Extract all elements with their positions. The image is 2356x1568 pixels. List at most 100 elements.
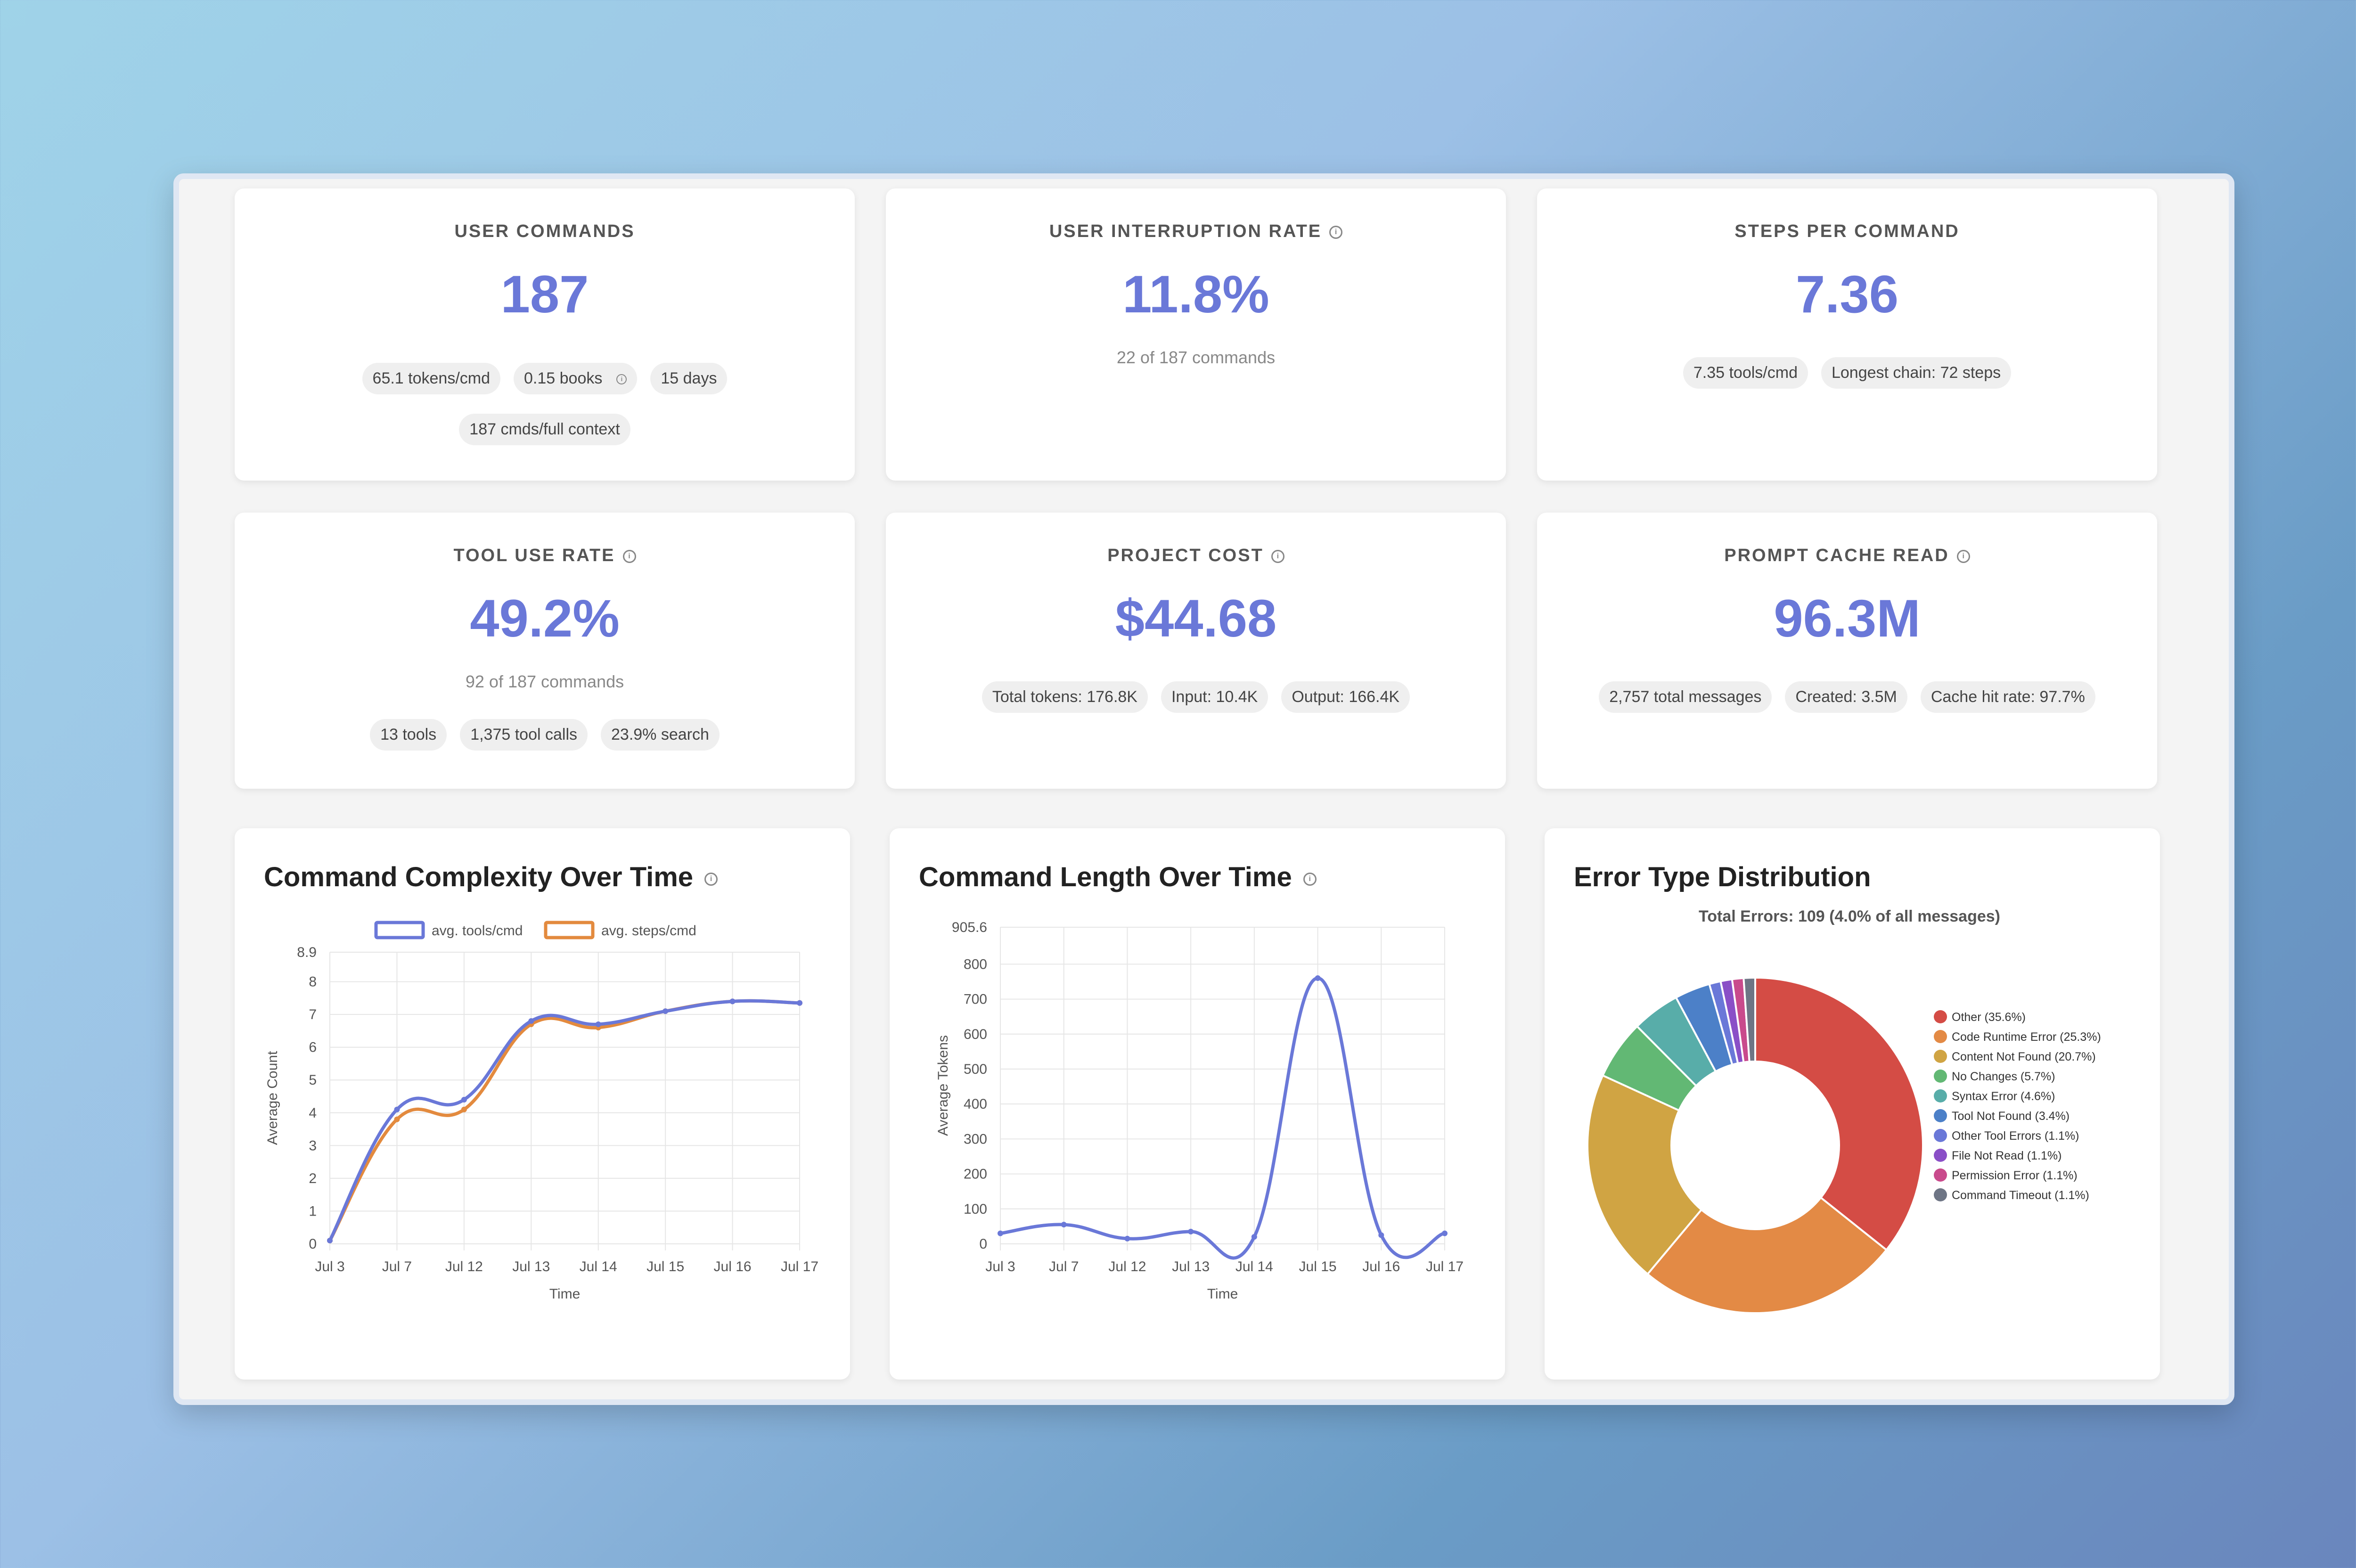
y-tick-label: 200 xyxy=(964,1167,987,1182)
data-point xyxy=(998,1230,1003,1236)
series-line xyxy=(1000,976,1445,1260)
data-point xyxy=(797,1000,802,1006)
error-donut-chart: Total Errors: 109 (4.0% of all messages)… xyxy=(1587,907,2101,1314)
data-point xyxy=(327,1238,333,1244)
stat-chip: 2,757 total messages xyxy=(1599,681,1772,713)
y-tick-label: 500 xyxy=(964,1062,987,1077)
x-tick-label: Jul 17 xyxy=(1426,1259,1464,1274)
y-axis-label: Average Count xyxy=(265,1051,280,1145)
x-tick-label: Jul 12 xyxy=(445,1259,483,1274)
x-tick-label: Jul 16 xyxy=(714,1259,752,1274)
stat-subtext: 92 of 187 commands xyxy=(465,672,624,691)
stat-title-label: TOOL USE RATE xyxy=(453,546,615,565)
x-tick-label: Jul 17 xyxy=(781,1259,818,1274)
stat-title: USER INTERRUPTION RATE i xyxy=(886,221,1506,242)
y-tick-label: 1 xyxy=(309,1203,317,1219)
info-icon[interactable]: i xyxy=(622,549,636,563)
legend-label: Other (35.6%) xyxy=(1952,1011,2026,1024)
legend-label: Content Not Found (20.7%) xyxy=(1952,1050,2096,1063)
y-tick-label: 5 xyxy=(309,1072,317,1088)
donut-slice xyxy=(1742,976,1756,1063)
legend-label: Tool Not Found (3.4%) xyxy=(1952,1110,2070,1123)
donut-slice xyxy=(1754,976,1924,1251)
chart-card-command-length: Command Length Over Time i 0 100 200 300 400 5… xyxy=(890,828,1505,1380)
info-icon[interactable]: i xyxy=(616,374,627,385)
chart-title: Command Complexity Over Time i xyxy=(264,861,718,893)
stat-chip: Cache hit rate: 97.7% xyxy=(1920,681,2095,713)
stat-card-steps-per-command: STEPS PER COMMAND 7.36 7.35 tools/cmd Lo… xyxy=(1537,188,2157,481)
y-tick-label: 8.9 xyxy=(297,945,317,960)
legend-marker xyxy=(1934,1030,1947,1043)
x-tick-label: Jul 13 xyxy=(512,1259,550,1274)
y-tick-label: 7 xyxy=(309,1007,317,1022)
stat-title: PROMPT CACHE READ i xyxy=(1537,546,2157,566)
stat-title: STEPS PER COMMAND xyxy=(1734,221,1960,241)
legend-marker xyxy=(1934,1089,1947,1102)
legend-marker xyxy=(1934,1050,1947,1063)
legend-label: Permission Error (1.1%) xyxy=(1952,1169,2078,1182)
legend-marker xyxy=(1934,1109,1947,1122)
legend-marker xyxy=(1934,1010,1947,1023)
legend-swatch xyxy=(374,921,425,939)
data-point xyxy=(1061,1222,1067,1228)
info-icon[interactable]: i xyxy=(1271,549,1284,563)
y-tick-label: 800 xyxy=(964,956,987,972)
stat-card-tool-use-rate: TOOL USE RATE i 49.2% 92 of 187 commands … xyxy=(235,513,855,789)
stat-title-label: USER INTERRUPTION RATE xyxy=(1049,221,1322,241)
x-tick-label: Jul 14 xyxy=(1235,1259,1273,1274)
data-point xyxy=(729,998,736,1004)
series-line xyxy=(328,999,800,1241)
chip-row: 7.35 tools/cmd Longest chain: 72 steps xyxy=(1537,357,2157,389)
stat-title-label: PROJECT COST xyxy=(1107,546,1264,565)
info-icon[interactable]: i xyxy=(1303,872,1317,886)
stat-chip: 7.35 tools/cmd xyxy=(1683,357,1808,389)
stat-chip: 23.9% search xyxy=(601,719,720,751)
stat-value: 96.3M xyxy=(1774,589,1921,648)
donut-slice xyxy=(1646,1196,1888,1314)
data-point xyxy=(663,1008,669,1014)
chart-title-label: Command Complexity Over Time xyxy=(264,862,694,892)
info-icon[interactable]: i xyxy=(1329,225,1343,239)
info-icon[interactable]: i xyxy=(704,872,718,886)
y-tick-label: 4 xyxy=(309,1105,317,1121)
stat-card-user-commands: USER COMMANDS 187 65.1 tokens/cmd 0.15 b… xyxy=(235,188,855,481)
data-point xyxy=(394,1106,400,1112)
info-icon[interactable]: i xyxy=(1956,549,1970,563)
stat-value: $44.68 xyxy=(1115,589,1277,648)
y-tick-label: 2 xyxy=(309,1171,317,1186)
legend-marker xyxy=(1934,1149,1947,1162)
chart-title: Error Type Distribution xyxy=(1574,862,1871,892)
data-point xyxy=(1378,1232,1384,1238)
x-tick-label: Jul 12 xyxy=(1108,1259,1146,1274)
y-tick-label: 905.6 xyxy=(952,920,987,935)
chip-row: 187 cmds/full context xyxy=(235,414,855,445)
stat-card-prompt-cache-read: PROMPT CACHE READ i 96.3M 2,757 total mes… xyxy=(1537,513,2157,789)
chart-subtitle: Total Errors: 109 (4.0% of all messages) xyxy=(1699,907,2000,925)
data-point xyxy=(1315,975,1321,981)
chip-row: Total tokens: 176.8K Input: 10.4K Output… xyxy=(886,681,1506,713)
x-tick-label: Jul 7 xyxy=(382,1259,412,1274)
data-point xyxy=(1442,1230,1448,1236)
stat-chip: 15 days xyxy=(650,363,728,394)
legend-marker xyxy=(1934,1188,1947,1201)
stat-value: 187 xyxy=(500,265,589,324)
legend-label: No Changes (5.7%) xyxy=(1952,1070,2055,1083)
x-tick-label: Jul 3 xyxy=(985,1259,1015,1274)
stat-card-user-interruption-rate: USER INTERRUPTION RATE i 11.8% 22 of 187 … xyxy=(886,188,1506,481)
x-tick-label: Jul 13 xyxy=(1172,1259,1210,1274)
legend-label: avg. steps/cmd xyxy=(601,923,696,939)
stat-value: 49.2% xyxy=(470,589,620,648)
stat-chip: Created: 3.5M xyxy=(1785,681,1907,713)
legend-marker xyxy=(1934,1129,1947,1142)
stat-chip: 65.1 tokens/cmd xyxy=(362,363,501,394)
legend-marker xyxy=(1934,1168,1947,1182)
x-tick-label: Jul 16 xyxy=(1362,1259,1400,1274)
stat-chip: Input: 10.4K xyxy=(1161,681,1268,713)
dashboard-window: USER COMMANDS 187 65.1 tokens/cmd 0.15 b… xyxy=(173,173,2234,1405)
stat-value: 11.8% xyxy=(1122,265,1269,324)
y-tick-label: 6 xyxy=(309,1040,317,1055)
y-tick-label: 400 xyxy=(964,1096,987,1112)
data-point xyxy=(1124,1235,1130,1241)
length-line-chart: 0 100 200 300 400 500 600 700 800 905.6 Jul 3 Jul 7… xyxy=(935,920,1464,1302)
donut-slice xyxy=(1587,1074,1703,1275)
